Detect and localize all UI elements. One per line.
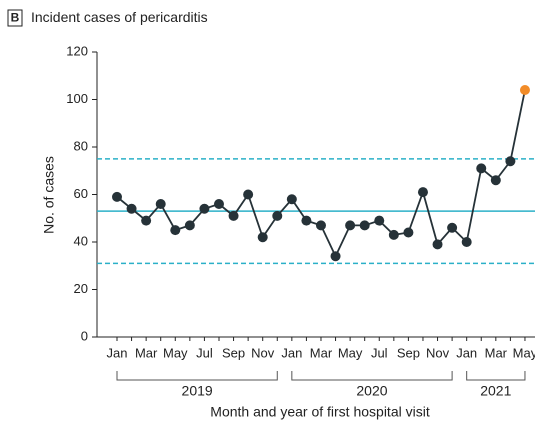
data-point bbox=[345, 220, 356, 231]
data-point bbox=[417, 187, 428, 198]
data-point bbox=[359, 220, 370, 231]
data-point bbox=[388, 229, 399, 240]
data-point bbox=[243, 189, 254, 200]
x-axis-label: Month and year of first hospital visit bbox=[210, 404, 430, 420]
y-tick-label: 0 bbox=[81, 328, 88, 343]
x-tick-label: Nov bbox=[426, 345, 450, 360]
y-tick-label: 20 bbox=[74, 281, 88, 296]
data-point bbox=[184, 220, 195, 231]
data-point bbox=[286, 194, 297, 205]
chart-title: Incident cases of pericarditis bbox=[31, 9, 208, 25]
panel-label: B bbox=[11, 11, 20, 25]
group-bracket bbox=[466, 371, 526, 381]
y-tick-label: 120 bbox=[66, 43, 88, 58]
data-point bbox=[476, 163, 487, 174]
x-tick-label: Sep bbox=[397, 345, 420, 360]
data-point bbox=[403, 227, 414, 238]
y-tick-label: 100 bbox=[66, 91, 88, 106]
data-point bbox=[301, 215, 312, 226]
x-tick-label: Jan bbox=[281, 345, 302, 360]
data-point bbox=[126, 203, 137, 214]
group-bracket bbox=[291, 371, 453, 381]
data-point bbox=[213, 199, 224, 209]
data-point bbox=[330, 251, 341, 262]
data-point bbox=[519, 85, 530, 95]
x-tick-label: Mar bbox=[485, 345, 508, 360]
data-point bbox=[228, 210, 239, 221]
data-point bbox=[141, 215, 152, 226]
data-point bbox=[447, 222, 458, 233]
data-point bbox=[199, 203, 210, 214]
group-bracket bbox=[116, 371, 278, 381]
data-point bbox=[461, 237, 472, 247]
y-tick-label: 80 bbox=[74, 138, 88, 153]
x-tick-label: Mar bbox=[310, 345, 333, 360]
x-tick-label: Jan bbox=[456, 345, 477, 360]
x-tick-label: May bbox=[513, 345, 535, 360]
data-point bbox=[272, 210, 283, 221]
data-point bbox=[505, 156, 516, 167]
group-label: 2021 bbox=[480, 383, 511, 399]
data-point bbox=[490, 175, 501, 186]
y-axis-label: No. of cases bbox=[41, 156, 57, 234]
x-tick-label: Jul bbox=[371, 345, 388, 360]
data-point bbox=[170, 225, 181, 236]
x-tick-label: Nov bbox=[251, 345, 275, 360]
y-tick-label: 60 bbox=[74, 186, 88, 201]
data-point bbox=[315, 220, 326, 231]
x-tick-label: Sep bbox=[222, 345, 245, 360]
y-tick-label: 40 bbox=[74, 233, 88, 248]
data-point bbox=[432, 239, 443, 250]
data-point bbox=[112, 191, 122, 202]
panel-box bbox=[7, 9, 23, 27]
x-tick-label: May bbox=[163, 345, 188, 360]
group-label: 2020 bbox=[356, 383, 387, 399]
x-tick-label: Jan bbox=[107, 345, 128, 360]
x-tick-label: Jul bbox=[196, 345, 213, 360]
group-label: 2019 bbox=[182, 383, 213, 399]
data-point bbox=[155, 199, 166, 209]
x-tick-label: May bbox=[338, 345, 363, 360]
data-point bbox=[374, 215, 385, 226]
x-tick-label: Mar bbox=[135, 345, 158, 360]
data-point bbox=[257, 232, 268, 243]
